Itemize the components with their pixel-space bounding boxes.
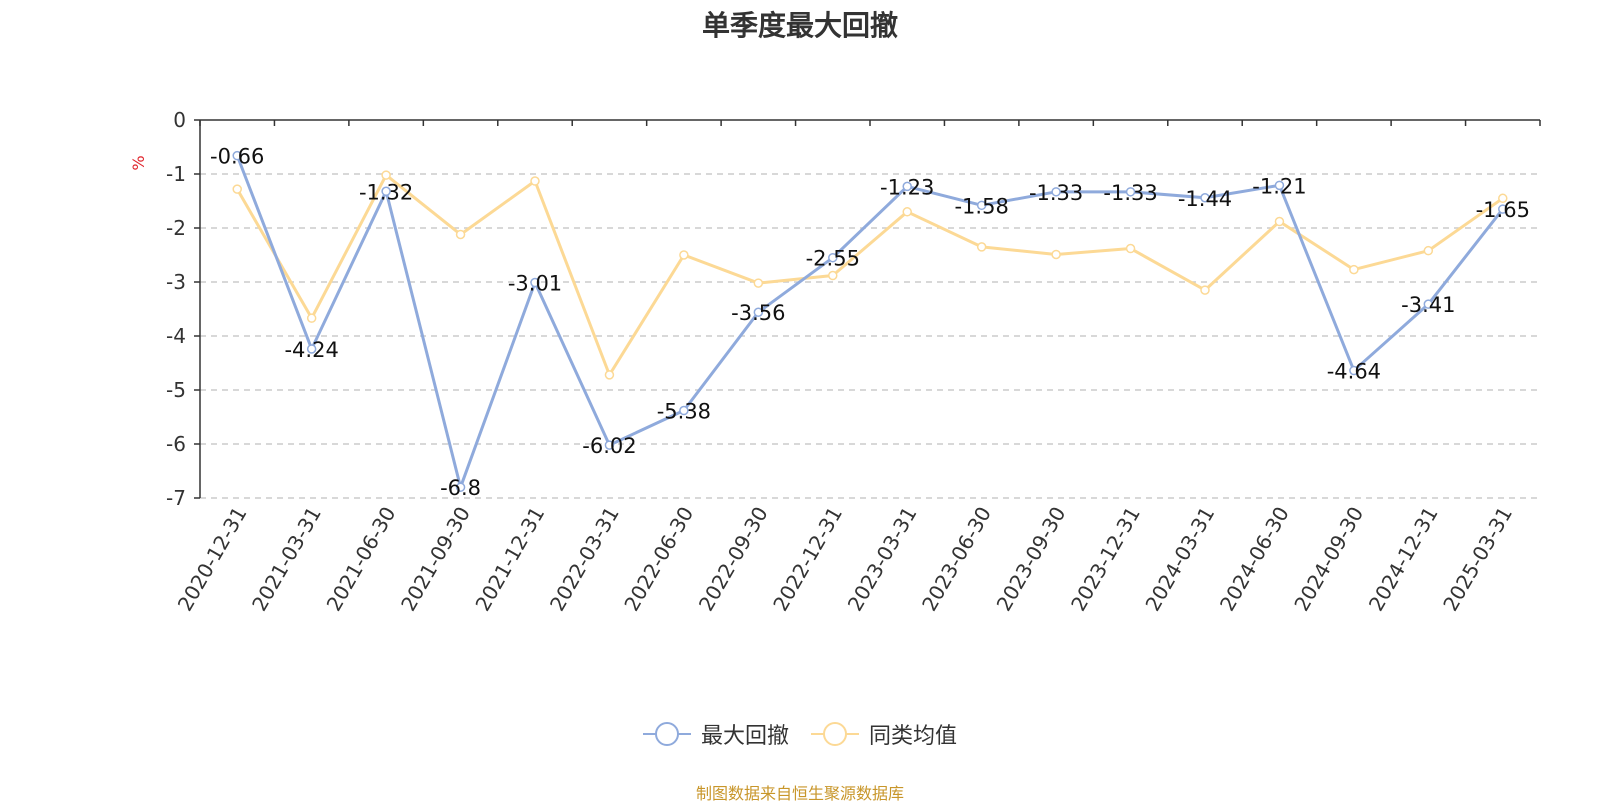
data-label: -2.55	[806, 247, 860, 271]
data-label: -3.41	[1401, 293, 1455, 317]
series-1-point	[306, 344, 317, 354]
data-labels: -0.66 -4.24 -1.32 -6.8 -3.01 -6.02 -5.38 -3.56 -…	[210, 145, 1530, 501]
series-1-point	[530, 277, 540, 288]
x-tick-label: 2023-03-31	[843, 503, 922, 616]
series-1-point	[1498, 204, 1508, 214]
data-label: -4.24	[284, 338, 338, 362]
series-1-point	[604, 440, 615, 450]
y-tick-label: -1	[166, 162, 186, 186]
series-2-point	[1349, 264, 1359, 275]
series-2-point	[455, 229, 466, 240]
x-tick-label: 2024-03-31	[1140, 503, 1219, 616]
y-axis-label: %	[129, 155, 148, 170]
x-tick-label: 2020-12-31	[173, 503, 252, 616]
y-tick-label: -5	[166, 378, 186, 402]
data-label: -1.65	[1476, 198, 1530, 222]
series-2-point	[902, 207, 912, 217]
data-label: -1.33	[1029, 181, 1083, 205]
legend-item-series-1[interactable]: 最大回撤	[642, 718, 789, 750]
x-tick-label: 2021-03-31	[247, 503, 326, 616]
series-2-point	[1125, 243, 1136, 254]
series-2-point	[306, 313, 317, 323]
series-1-point	[1051, 187, 1061, 197]
x-tick-label: 2023-09-30	[992, 503, 1071, 616]
series-2-point	[530, 176, 540, 186]
data-label: -0.66	[210, 145, 264, 169]
series-1-point	[976, 200, 987, 211]
x-tick-label: 2024-09-30	[1289, 503, 1368, 616]
x-tick-label: 2024-06-30	[1215, 503, 1294, 616]
series-1-point	[1423, 299, 1434, 309]
x-tick-label: 2022-12-31	[768, 503, 847, 616]
y-tick-label: -4	[166, 324, 186, 348]
x-tick-label: 2025-03-31	[1438, 503, 1517, 616]
series-1-point	[455, 482, 466, 492]
data-label: -6.8	[440, 476, 481, 500]
x-tick-label: 2021-06-30	[322, 503, 401, 616]
data-label: -3.01	[508, 272, 562, 296]
y-tick-label: -2	[166, 216, 186, 240]
series-2-point	[604, 370, 615, 380]
x-tick-label: 2022-09-30	[694, 503, 773, 616]
y-tick-label: -7	[166, 486, 186, 510]
series-line-2	[235, 173, 1504, 377]
series-lines	[232, 150, 1508, 492]
series-1-point	[828, 252, 838, 263]
series-2-point	[1200, 285, 1210, 295]
data-label: -1.23	[880, 175, 934, 199]
series-2-point	[828, 270, 838, 281]
data-label: -3.56	[731, 301, 785, 325]
data-label: -4.64	[1327, 360, 1381, 384]
legend: 最大回撤 同类均值	[0, 718, 1600, 750]
data-label: -6.02	[582, 434, 636, 458]
data-label: -1.58	[954, 194, 1008, 218]
data-label: -1.32	[359, 180, 413, 204]
data-label: -1.44	[1178, 187, 1232, 211]
series-1-point	[232, 150, 242, 161]
y-tick-label: 0	[173, 108, 186, 132]
series-line-1	[235, 155, 1504, 489]
series-1-point	[1200, 193, 1210, 203]
y-tick-label: -3	[166, 270, 186, 294]
series-2-point	[679, 250, 689, 260]
legend-item-series-2[interactable]: 同类均值	[811, 718, 957, 750]
x-tick-label: 2021-09-30	[396, 503, 475, 616]
x-tick-label: 2022-06-30	[619, 503, 698, 616]
legend-label-series-2: 同类均值	[869, 724, 958, 749]
series-1-point	[679, 405, 689, 416]
series-2-point	[753, 278, 764, 288]
x-tick-label: 2021-12-31	[470, 503, 549, 616]
x-tick-label: 2024-12-31	[1364, 503, 1443, 616]
series-1-point	[1125, 187, 1136, 197]
series-1-point	[1274, 180, 1285, 191]
legend-swatch-series-1-icon	[642, 722, 691, 746]
series-2-point	[381, 170, 391, 180]
series-2-point	[232, 184, 242, 194]
series-2-point	[1423, 245, 1434, 256]
data-label: -1.33	[1103, 181, 1157, 205]
legend-label-series-1: 最大回撤	[700, 724, 789, 749]
legend-swatch-series-2-icon	[811, 722, 859, 746]
series-1-point	[753, 307, 764, 317]
x-tick-label: 2022-03-31	[545, 503, 624, 616]
series-1-point	[381, 186, 391, 197]
series-2-point	[976, 242, 987, 252]
source-note: 制图数据来自恒生聚源数据库	[695, 784, 904, 803]
data-label: -1.21	[1252, 174, 1306, 198]
series-1-point	[1349, 365, 1359, 376]
x-tick-label: 2023-12-31	[1066, 503, 1145, 616]
chart-title: 单季度最大回撤	[701, 9, 898, 42]
series-2-point	[1274, 216, 1285, 227]
y-tick-label: -6	[166, 432, 186, 456]
series-2-point	[1498, 193, 1508, 204]
data-label: -5.38	[657, 400, 711, 424]
series-1-point	[902, 181, 912, 192]
x-tick-label: 2023-06-30	[917, 503, 996, 616]
series-2-point	[1051, 249, 1061, 260]
